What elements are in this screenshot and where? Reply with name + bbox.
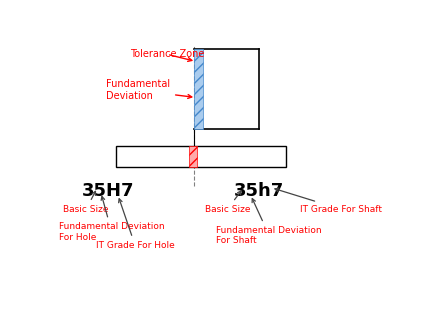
Text: Fundamental
Deviation: Fundamental Deviation (106, 80, 191, 101)
Text: IT Grade For Hole: IT Grade For Hole (95, 199, 174, 250)
Text: 35h7: 35h7 (233, 182, 283, 200)
Text: Fundamental Deviation
For Hole: Fundamental Deviation For Hole (59, 197, 164, 242)
Text: Fundamental Deviation
For Shaft: Fundamental Deviation For Shaft (216, 199, 321, 245)
Text: Basic Size: Basic Size (63, 191, 109, 214)
Text: Tolerance Zone: Tolerance Zone (130, 49, 204, 61)
Bar (189, 145, 196, 167)
Bar (116, 145, 286, 167)
Text: IT Grade For Shaft: IT Grade For Shaft (274, 188, 381, 214)
Text: 35H7: 35H7 (81, 182, 134, 200)
Bar (194, 49, 202, 129)
Text: Basic Size: Basic Size (204, 191, 250, 214)
